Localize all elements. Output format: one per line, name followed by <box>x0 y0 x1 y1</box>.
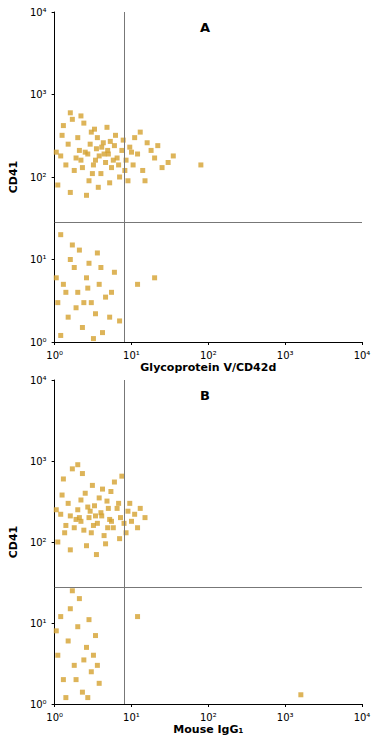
svg-text:CD41: CD41 <box>7 161 20 194</box>
svg-text:10⁴: 10⁴ <box>30 375 47 386</box>
svg-text:10¹: 10¹ <box>30 618 47 629</box>
svg-text:10²: 10² <box>200 350 217 361</box>
svg-text:A: A <box>200 20 210 35</box>
svg-text:10²: 10² <box>30 172 47 183</box>
svg-text:10³: 10³ <box>277 712 294 723</box>
svg-text:10²: 10² <box>200 712 217 723</box>
svg-text:10¹: 10¹ <box>123 712 140 723</box>
svg-text:10¹: 10¹ <box>123 350 140 361</box>
svg-text:10³: 10³ <box>277 350 294 361</box>
svg-text:CD41: CD41 <box>7 526 20 559</box>
svg-text:10⁰: 10⁰ <box>46 350 63 361</box>
svg-text:10¹: 10¹ <box>30 254 47 265</box>
svg-text:10⁰: 10⁰ <box>30 337 47 348</box>
svg-text:B: B <box>200 388 210 403</box>
svg-text:10²: 10² <box>30 537 47 548</box>
svg-text:10³: 10³ <box>30 456 47 467</box>
svg-text:10⁰: 10⁰ <box>30 699 47 710</box>
svg-text:Glycoprotein V/CD42d: Glycoprotein V/CD42d <box>140 361 276 374</box>
svg-text:10⁰: 10⁰ <box>46 712 63 723</box>
svg-text:Mouse IgG₁: Mouse IgG₁ <box>173 723 243 736</box>
svg-text:10⁴: 10⁴ <box>354 712 371 723</box>
svg-text:10⁴: 10⁴ <box>30 7 47 18</box>
svg-text:10³: 10³ <box>30 89 47 100</box>
svg-text:10⁴: 10⁴ <box>354 350 371 361</box>
